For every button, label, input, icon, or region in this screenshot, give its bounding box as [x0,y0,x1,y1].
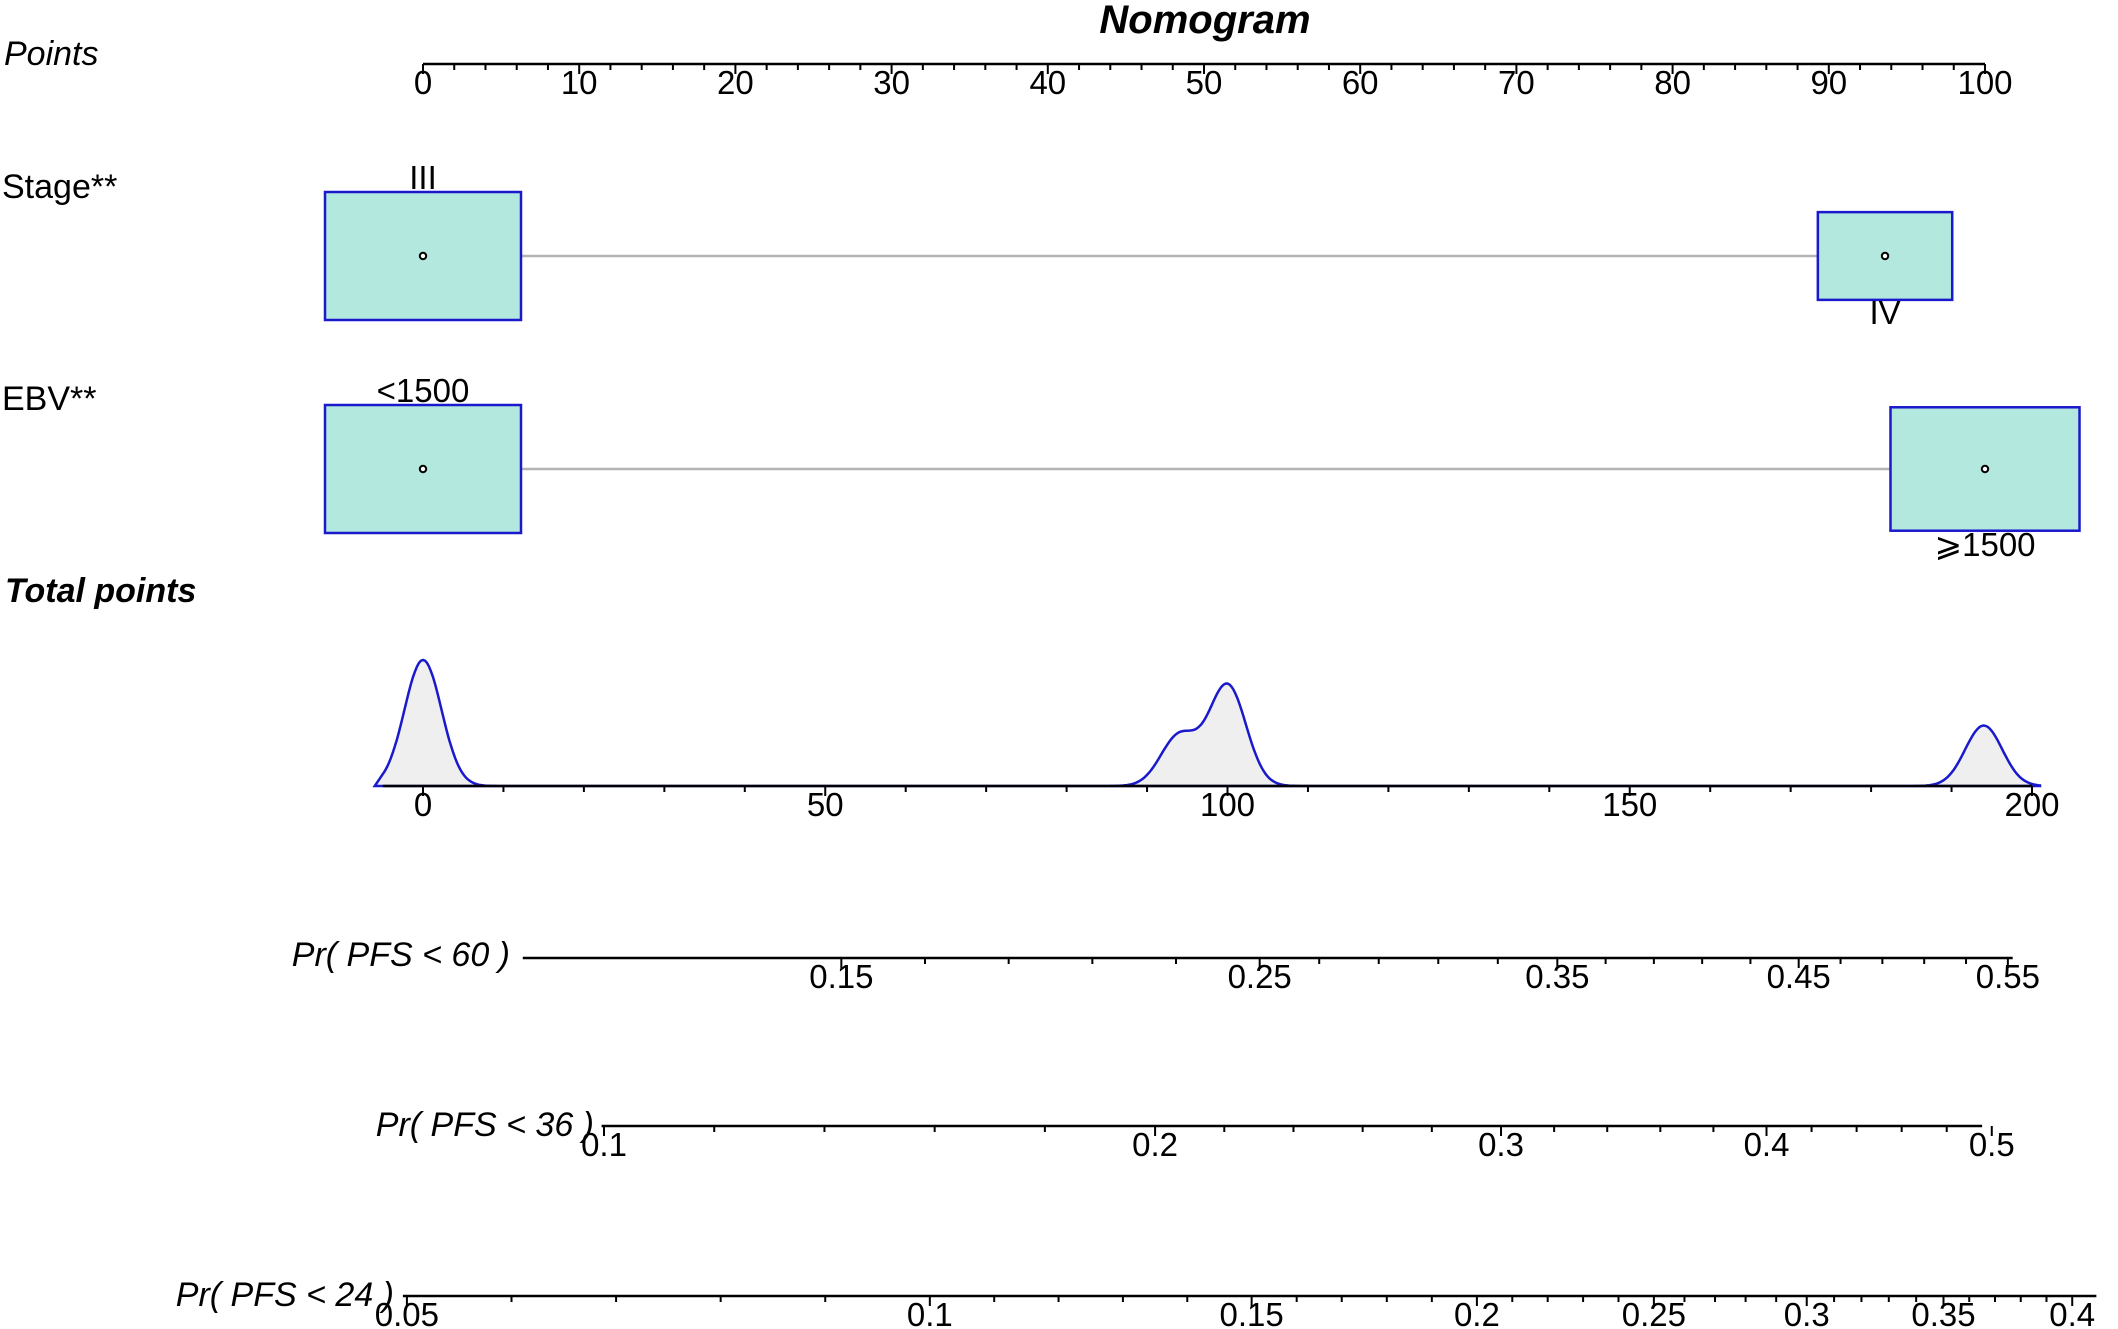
probability-axis-tick-label: 0.5 [1969,1126,2015,1163]
chart-title: Nomogram [1099,0,1310,42]
pr-pfs-24-label: Pr( PFS < 24 ) [176,1276,394,1314]
points-axis-tick-label: 40 [1029,64,1066,101]
total-axis-tick-label: 150 [1602,786,1657,823]
stage-label: Stage** [2,168,117,206]
pr-pfs-24-axis: 0.05 0.1 0.15 0.2 0.25 0.3 0.35 0.4 [375,1294,2097,1329]
probability-axis-tick-label: 0.4 [2049,1296,2095,1329]
level-point-marker [418,251,428,261]
points-axis-tick-label: 100 [1957,64,2012,101]
points-axis-tick-label: 70 [1498,64,1535,101]
total-points-axis: 0 50 100 150 200 [382,784,2060,823]
points-axis-tick-label: 90 [1810,64,1847,101]
points-axis-tick-label: 0 [414,64,432,101]
total-axis-tick-label: 50 [807,786,844,823]
probability-axis-tick-label: 0.25 [1228,958,1292,995]
probability-axis-tick-label: 0.55 [1976,958,2040,995]
probability-axis-tick-label: 0.4 [1744,1126,1790,1163]
probability-axis-tick-label: 0.15 [1220,1296,1284,1329]
density-curve [372,658,2042,788]
ebv-row: <1500 ⩾1500 [323,372,2081,563]
points-axis-tick-label: 10 [561,64,598,101]
total-points-density [372,658,2042,788]
points-axis: 0 10 20 30 40 50 60 70 80 90 100 [414,62,2013,101]
level-point-marker [1880,251,1890,261]
probability-axis-tick-label: 0.3 [1478,1126,1524,1163]
pr-pfs-36-label: Pr( PFS < 36 ) [376,1106,594,1144]
pr-pfs-60-label: Pr( PFS < 60 ) [292,936,510,974]
points-axis-label: Points [4,35,99,73]
points-axis-tick-label: 80 [1654,64,1691,101]
probability-axis-tick-label: 0.45 [1767,958,1831,995]
level-label: <1500 [377,372,470,409]
probability-axis-tick-label: 0.35 [1525,958,1589,995]
level-label: ⩾1500 [1934,526,2035,563]
probability-axis-tick-label: 0.1 [907,1296,953,1329]
level-point-marker [418,464,428,474]
total-axis-tick-label: 100 [1200,786,1255,823]
probability-axis-tick-label: 0.05 [375,1296,439,1329]
probability-axis-tick-label: 0.2 [1132,1126,1178,1163]
stage-row: III IV [323,159,1954,331]
total-points-label: Total points [5,572,196,610]
total-axis-tick-label: 0 [414,786,432,823]
points-axis-tick-label: 60 [1342,64,1379,101]
probability-axis-tick-label: 0.35 [1911,1296,1975,1329]
total-axis-tick-label: 200 [2004,786,2059,823]
pr-pfs-36-axis: 0.1 0.2 0.3 0.4 0.5 [581,1124,2015,1163]
probability-axis-tick-label: 0.3 [1784,1296,1830,1329]
probability-axis-tick-label: 0.25 [1622,1296,1686,1329]
level-label: IV [1869,294,1900,331]
ebv-label: EBV** [2,380,97,418]
level-label: III [409,159,437,196]
probability-axis-tick-label: 0.1 [581,1126,627,1163]
level-point-marker [1980,464,1990,474]
pr-pfs-60-axis: 0.15 0.25 0.35 0.45 0.55 [522,956,2040,995]
probability-axis-tick-label: 0.15 [809,958,873,995]
points-axis-tick-label: 30 [873,64,910,101]
points-axis-tick-label: 50 [1186,64,1223,101]
points-axis-tick-label: 20 [717,64,754,101]
probability-axis-tick-label: 0.2 [1454,1296,1500,1329]
